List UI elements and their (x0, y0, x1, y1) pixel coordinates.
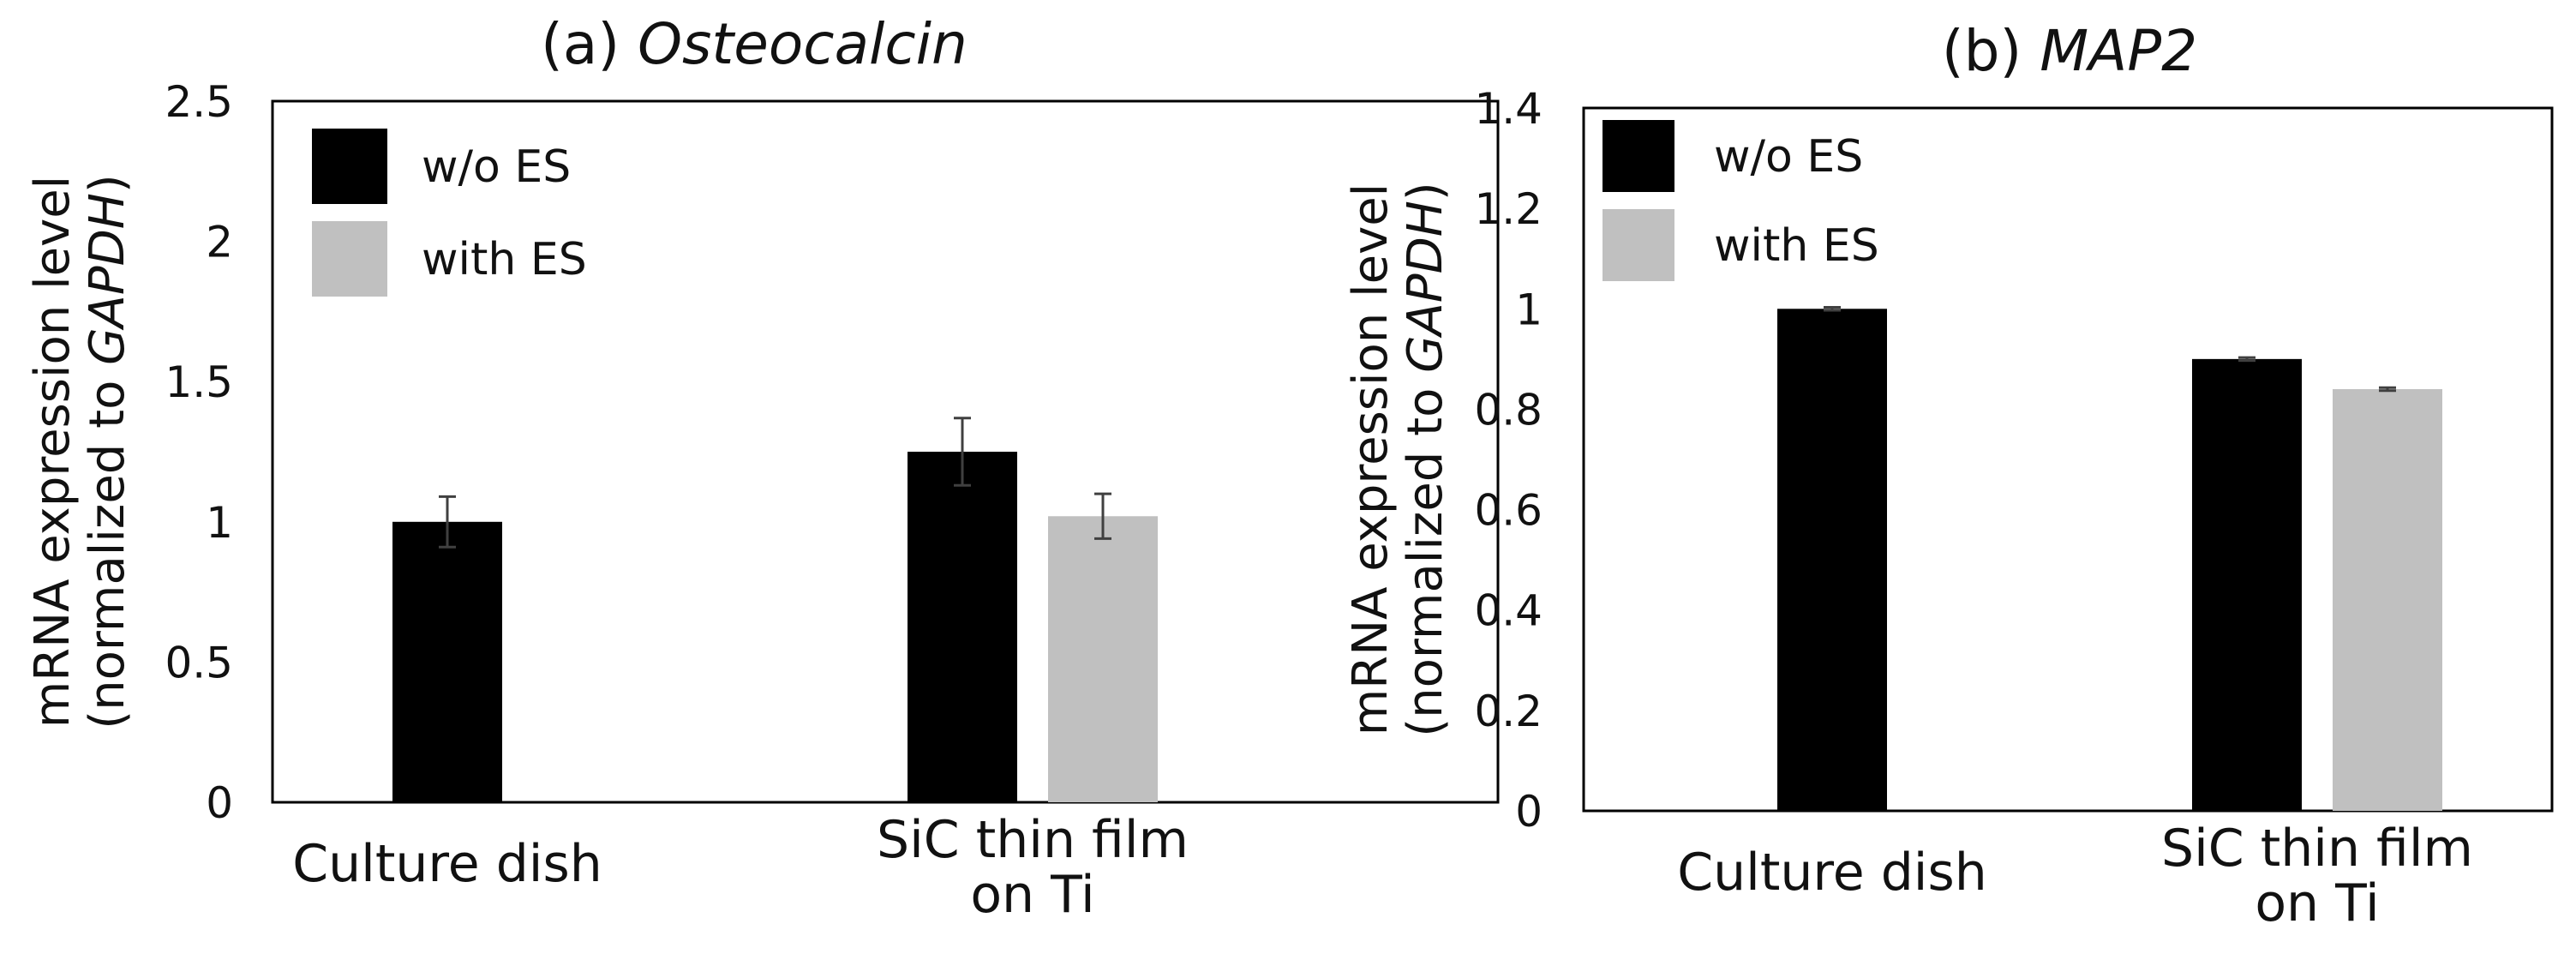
y-axis-label-prefix: (normalized to (80, 365, 135, 729)
y-axis-label-suffix: ) (1398, 182, 1453, 201)
y-tick-label: 0.2 (1474, 687, 1543, 736)
error-bar (954, 417, 971, 487)
chart-title: (a) Osteocalcin (541, 11, 967, 77)
legend-swatch-without-es (312, 129, 387, 204)
y-axis-label-line1: mRNA expression level (1343, 183, 1399, 736)
error-bar (1094, 492, 1111, 540)
chart-title-gene: Osteocalcin (638, 11, 967, 77)
y-tick-label: 0.5 (165, 638, 233, 687)
legend-label: w/o ES (1714, 131, 1863, 183)
y-tick-label: 1.2 (1474, 184, 1543, 234)
x-category-label: Culture dish (1677, 843, 1987, 903)
y-tick-label: 1 (1515, 285, 1543, 334)
y-tick-label: 0.4 (1474, 586, 1543, 636)
y-axis-label-gene: GAPDH (80, 193, 135, 365)
y-axis-label-line2: (normalized to GAPDH) (1398, 182, 1453, 736)
error-bar (2238, 356, 2255, 363)
y-tick-label: 0.8 (1474, 385, 1543, 435)
legend-swatch-without-es (1603, 120, 1674, 192)
legend: w/o ES with ES (1603, 120, 1879, 281)
y-axis-label-line1: mRNA expression level (25, 176, 81, 729)
chart-title: (b) MAP2 (1942, 18, 2197, 84)
y-tick-label: 1 (206, 498, 233, 548)
legend-label: with ES (422, 234, 587, 285)
chart-panel-a: (a) Osteocalcin 0 0.5 1 1.5 2 2.5 mRNA expressi… (25, 11, 1500, 925)
bar-without-es (392, 521, 502, 802)
y-tick-label: 0 (1515, 787, 1543, 837)
plot-area-frame (271, 99, 1500, 804)
y-axis-label-suffix: ) (80, 174, 135, 193)
y-axis-label-line2: (normalized to GAPDH) (80, 174, 135, 729)
y-tick-label: 2 (206, 218, 233, 267)
y-tick-label: 0 (206, 778, 233, 828)
y-tick-label: 2.5 (165, 77, 233, 127)
x-category-label: SiC thin film (2161, 819, 2473, 879)
y-tick-label: 1.5 (165, 357, 233, 407)
bar-without-es (1777, 309, 1887, 811)
legend: w/o ES with ES (312, 129, 587, 297)
legend-label: with ES (1714, 220, 1879, 272)
y-axis-label-prefix: (normalized to (1398, 373, 1453, 737)
error-bar (2379, 386, 2396, 393)
y-tick-label: 1.4 (1474, 84, 1543, 134)
plot-area-frame (1582, 106, 2554, 813)
chart-title-prefix: (a) (541, 11, 638, 77)
x-category-label: Culture dish (292, 834, 602, 894)
x-category-label: SiC thin film (877, 810, 1189, 870)
bar-without-es (908, 452, 1017, 802)
bar-without-es (2192, 358, 2302, 811)
legend-swatch-with-es (1603, 209, 1674, 281)
error-bar (1824, 306, 1841, 312)
chart-panel-b: (b) MAP2 0 0.2 0.4 0.6 0.8 1 1.2 1.4 mRNA express… (1343, 18, 2554, 933)
x-category-label: on Ti (970, 865, 1094, 925)
error-bar (439, 495, 456, 549)
bar-with-es (2333, 389, 2442, 811)
legend-swatch-with-es (312, 221, 387, 297)
chart-title-prefix: (b) (1942, 18, 2040, 84)
y-tick-label: 0.6 (1474, 486, 1543, 536)
legend-label: w/o ES (422, 141, 571, 193)
y-axis-label-gene: GAPDH (1398, 201, 1453, 373)
x-category-label: on Ti (2255, 873, 2379, 933)
bar-with-es (1048, 516, 1158, 802)
chart-title-gene: MAP2 (2040, 18, 2197, 84)
